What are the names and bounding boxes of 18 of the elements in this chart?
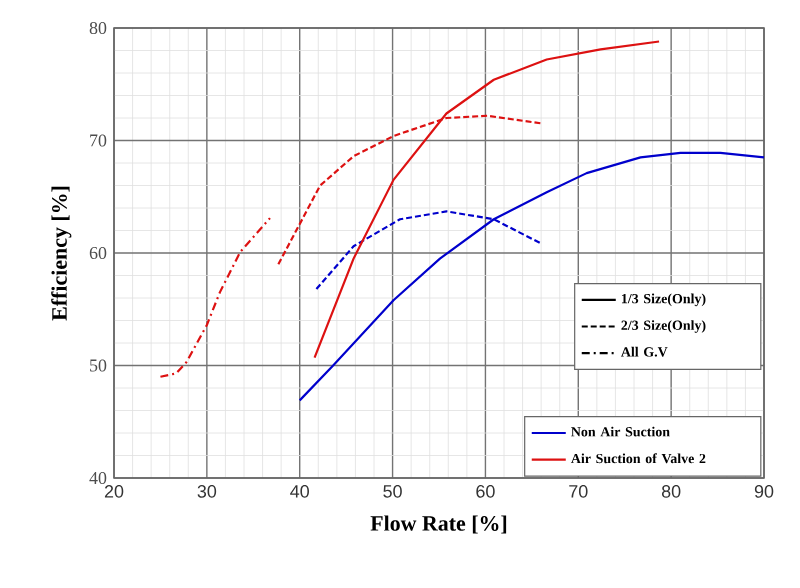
line-series: [298, 151, 766, 402]
y-tick-label: 40: [89, 471, 107, 485]
y-axis-title: Efficiency [%]: [51, 186, 72, 321]
line-series: [315, 210, 544, 291]
y-tick-label: 50: [90, 359, 107, 372]
y-tick-label: 60: [89, 246, 107, 260]
x-tick-label: 70: [569, 485, 588, 498]
x-tick-label: 50: [383, 485, 402, 498]
x-tick-label: 80: [661, 485, 681, 498]
x-tick-label: 60: [476, 485, 495, 498]
y-tick-label: 80: [89, 21, 107, 35]
x-tick-label: 30: [197, 485, 217, 498]
x-axis-title: Flow Rate [%]: [370, 515, 507, 534]
line-series: [159, 217, 272, 378]
x-tick-label: 40: [290, 485, 309, 498]
x-tick-label: 90: [754, 485, 774, 498]
x-tick-label: 20: [104, 485, 124, 498]
y-tick-label: 70: [90, 134, 107, 147]
